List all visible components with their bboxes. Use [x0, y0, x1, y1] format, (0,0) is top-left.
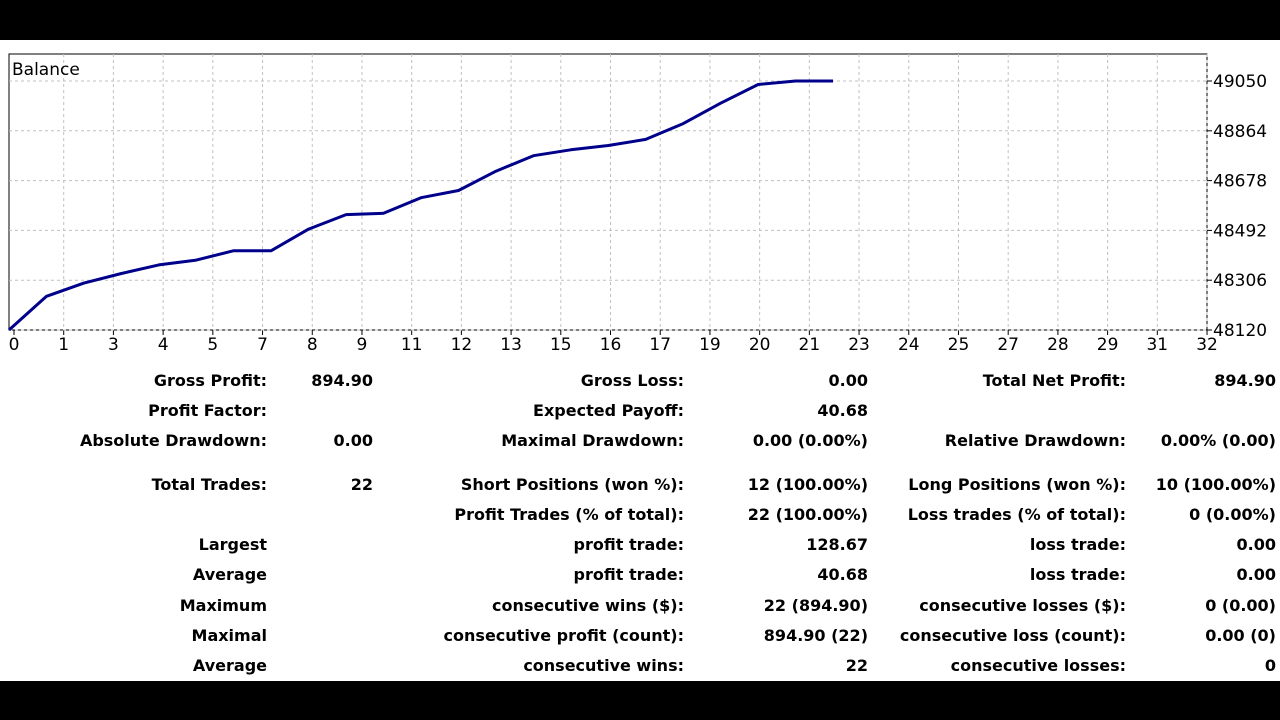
- stat-value: 0.00: [828, 371, 868, 390]
- stat-label: loss trade:: [1029, 565, 1126, 584]
- stat-label: Maximum: [179, 596, 267, 615]
- stat-label: consecutive loss (count):: [899, 626, 1126, 645]
- y-tick-label: 48492: [1213, 221, 1267, 241]
- x-tick-label: 9: [357, 335, 368, 355]
- x-tick-label: 7: [257, 335, 268, 355]
- x-tick-label: 31: [1146, 335, 1168, 355]
- stat-value: 40.68: [817, 565, 868, 584]
- balance-chart: 0 1 3 4 5 7 8 9 11 12 13 15 16 17 19 20 21 23 24 25 27 28 29 31…: [7, 53, 1267, 355]
- x-tick-label: 25: [948, 335, 970, 355]
- stat-value: 22: [845, 656, 868, 675]
- stat-label: profit trade:: [573, 565, 684, 584]
- x-tick-label: 29: [1097, 335, 1119, 355]
- x-tick-label: 12: [451, 335, 473, 355]
- stat-label: Relative Drawdown:: [944, 431, 1126, 450]
- y-tick-label: 48306: [1213, 271, 1267, 291]
- x-tick-label: 13: [500, 335, 522, 355]
- x-tick-label: 8: [307, 335, 318, 355]
- stat-label: Profit Trades (% of total):: [454, 505, 684, 524]
- y-tick-label: 48864: [1213, 122, 1267, 142]
- stat-value: 0.00 (0): [1205, 626, 1276, 645]
- stat-value: 0 (0.00%): [1189, 505, 1276, 524]
- stat-label: consecutive losses ($):: [919, 596, 1126, 615]
- stat-label: Total Net Profit:: [982, 371, 1126, 390]
- x-tick-label: 3: [108, 335, 119, 355]
- stat-value: 0.00: [333, 431, 373, 450]
- stat-label: consecutive losses:: [950, 656, 1126, 675]
- x-tick-label: 15: [550, 335, 572, 355]
- x-tick-label: 0: [9, 335, 20, 355]
- stat-label: consecutive wins ($):: [491, 596, 684, 615]
- stat-value: 22 (100.00%): [747, 505, 868, 524]
- stat-value: 894.90: [1214, 371, 1276, 390]
- stat-label: Profit Factor:: [148, 401, 267, 420]
- y-tick-label: 48120: [1213, 321, 1267, 341]
- stat-label: Gross Profit:: [153, 371, 267, 390]
- stat-label: Maximal Drawdown:: [501, 431, 684, 450]
- stat-value: 0: [1264, 656, 1276, 675]
- x-tick-label: 27: [997, 335, 1019, 355]
- stat-value: 0 (0.00): [1205, 596, 1276, 615]
- x-tick-label: 21: [799, 335, 821, 355]
- x-tick-label: 4: [158, 335, 169, 355]
- stat-label: Average: [192, 656, 267, 675]
- y-tick-label: 48678: [1213, 172, 1267, 192]
- stat-label: Gross Loss:: [580, 371, 684, 390]
- stat-label: Expected Payoff:: [533, 401, 684, 420]
- stat-value: 22 (894.90): [763, 596, 868, 615]
- stat-label: consecutive wins:: [523, 656, 684, 675]
- stat-label: loss trade:: [1029, 535, 1126, 554]
- x-tick-label: 1: [58, 335, 69, 355]
- x-tick-label: 24: [898, 335, 920, 355]
- x-tick-label: 32: [1196, 335, 1218, 355]
- x-tick-label: 5: [207, 335, 218, 355]
- stat-value: 0.00: [1236, 565, 1276, 584]
- x-tick-label: 23: [848, 335, 870, 355]
- stat-label: Long Positions (won %):: [908, 475, 1126, 494]
- stat-value: 894.90: [311, 371, 373, 390]
- stat-value: 0.00% (0.00): [1160, 431, 1276, 450]
- stat-value: 0.00: [1236, 535, 1276, 554]
- stat-value: 40.68: [817, 401, 868, 420]
- balance-series-line: [7, 79, 833, 332]
- stat-value: 12 (100.00%): [747, 475, 868, 494]
- y-tick-label: 49050: [1213, 72, 1267, 92]
- stat-value: 128.67: [806, 535, 868, 554]
- stat-value: 894.90 (22): [763, 626, 868, 645]
- stat-label: Maximal: [191, 626, 267, 645]
- chart-title: Balance: [12, 60, 80, 80]
- stat-label: consecutive profit (count):: [443, 626, 684, 645]
- stat-label: Absolute Drawdown:: [79, 431, 267, 450]
- x-tick-label: 11: [401, 335, 423, 355]
- x-tick-label: 28: [1047, 335, 1069, 355]
- stat-label: profit trade:: [573, 535, 684, 554]
- x-tick-label: 20: [749, 335, 771, 355]
- stat-value: 0.00 (0.00%): [752, 431, 868, 450]
- stat-label: Total Trades:: [151, 475, 267, 494]
- stat-label: Loss trades (% of total):: [907, 505, 1126, 524]
- stat-label: Average: [192, 565, 267, 584]
- report-frame: 0 1 3 4 5 7 8 9 11 12 13 15 16 17 19 20 21 23 24 25 27 28 29 31…: [0, 40, 1280, 681]
- x-tick-label: 17: [649, 335, 671, 355]
- stats-table: Gross Profit: 894.90 Gross Loss: 0.00 Total …: [0, 40, 1280, 681]
- stat-value: 22: [350, 475, 373, 494]
- x-tick-label: 16: [600, 335, 622, 355]
- plot-area: [8, 53, 1208, 331]
- stat-label: Largest: [198, 535, 267, 554]
- x-tick-label: 19: [699, 335, 721, 355]
- stat-value: 10 (100.00%): [1155, 475, 1276, 494]
- stat-label: Short Positions (won %):: [460, 475, 684, 494]
